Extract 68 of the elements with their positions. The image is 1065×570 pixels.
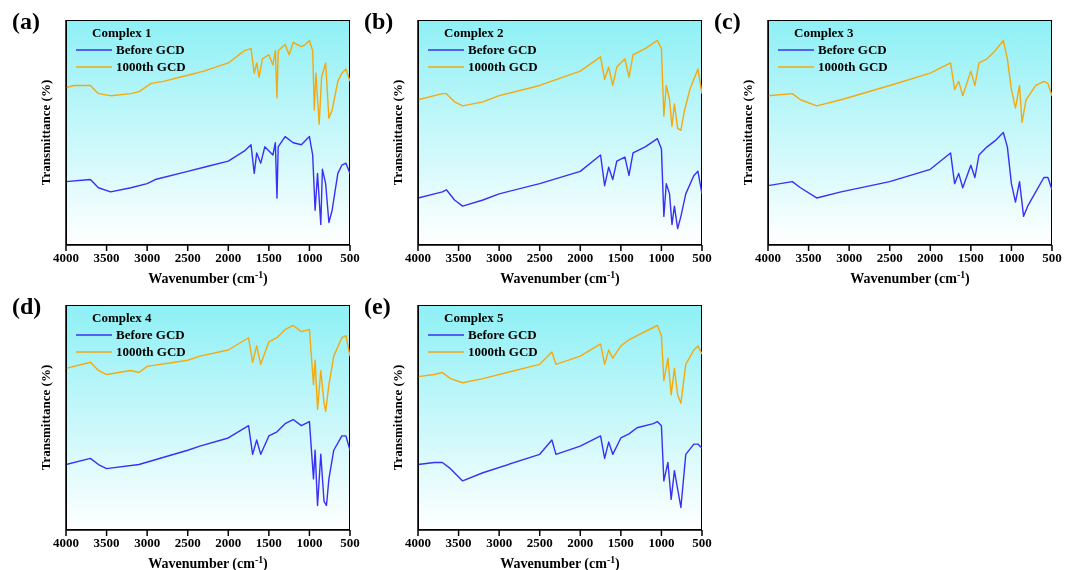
x-tick-label: 4000	[405, 250, 431, 266]
x-tick-label: 3000	[486, 250, 513, 266]
x-tick-label: 1500	[607, 250, 634, 266]
x-tick-label: 1000	[296, 250, 323, 266]
x-tick-label: 3500	[93, 250, 120, 266]
x-tick-label: 1000	[648, 250, 675, 266]
x-tick-label: 500	[1042, 250, 1062, 266]
legend-label: 1000th GCD	[818, 58, 888, 75]
x-tick-label: 2500	[526, 535, 553, 551]
x-tick-label: 3500	[445, 250, 472, 266]
legend-label: 1000th GCD	[468, 343, 538, 360]
x-tick-label: 4000	[405, 535, 431, 551]
x-tick-label: 2000	[215, 250, 242, 266]
x-tick-label: 1500	[255, 250, 282, 266]
text: (c)	[714, 8, 741, 35]
x-tick-label: 3500	[445, 535, 472, 551]
legend-title: Complex 3	[793, 24, 855, 41]
x-tick-label: 1000	[998, 250, 1025, 266]
x-tick-label: 2500	[526, 250, 553, 266]
x-tick-label: 3500	[795, 250, 822, 266]
legend-label: Before GCD	[818, 41, 887, 58]
x-tick-label: 4000	[53, 250, 79, 266]
legend-title: Complex 5	[443, 309, 505, 326]
y-axis-title: Transmittance (%)	[390, 364, 405, 471]
x-tick-label: 4000	[53, 535, 79, 551]
x-tick-label: 2000	[215, 535, 242, 551]
y-axis-title: Transmittance (%)	[390, 79, 405, 186]
x-tick-label: 500	[692, 250, 712, 266]
x-tick-label: 1000	[296, 535, 323, 551]
legend-title: Complex 4	[91, 309, 153, 326]
y-axis-title: Transmittance (%)	[740, 79, 755, 186]
legend-label: 1000th GCD	[468, 58, 538, 75]
text: (e)	[364, 293, 391, 320]
legend-label: Before GCD	[116, 41, 185, 58]
x-tick-label: 2000	[917, 250, 944, 266]
x-tick-label: 500	[692, 535, 712, 551]
text: (a)	[12, 8, 40, 35]
legend-label: 1000th GCD	[116, 343, 186, 360]
legend-label: 1000th GCD	[116, 58, 186, 75]
x-tick-label: 3000	[134, 250, 161, 266]
x-tick-label: 2000	[567, 250, 594, 266]
x-tick-label: 3000	[134, 535, 161, 551]
x-axis-title: Wavenumber (cm$^{-1}$)	[850, 268, 971, 287]
x-axis-title: Wavenumber (cm$^{-1}$)	[148, 268, 269, 287]
x-tick-label: 2500	[876, 250, 903, 266]
legend-title: Complex 1	[91, 24, 153, 41]
legend-label: Before GCD	[468, 41, 537, 58]
x-tick-label: 3000	[486, 535, 513, 551]
y-axis-title: Transmittance (%)	[38, 79, 53, 186]
x-tick-label: 1500	[255, 535, 282, 551]
legend-label: Before GCD	[468, 326, 537, 343]
x-tick-label: 2500	[174, 535, 201, 551]
x-tick-label: 3000	[836, 250, 863, 266]
text: (d)	[12, 293, 42, 320]
x-axis-title: Wavenumber (cm$^{-1}$)	[500, 268, 621, 287]
legend-title: Complex 2	[443, 24, 505, 41]
text: (b)	[364, 8, 394, 35]
x-tick-label: 1000	[648, 535, 675, 551]
x-tick-label: 2000	[567, 535, 594, 551]
x-tick-label: 4000	[755, 250, 781, 266]
x-tick-label: 2500	[174, 250, 201, 266]
x-tick-label: 1500	[607, 535, 634, 551]
y-axis-title: Transmittance (%)	[38, 364, 53, 471]
x-tick-label: 500	[340, 535, 360, 551]
legend-label: Before GCD	[116, 326, 185, 343]
x-tick-label: 3500	[93, 535, 120, 551]
x-tick-label: 1500	[957, 250, 984, 266]
x-tick-label: 500	[340, 250, 360, 266]
